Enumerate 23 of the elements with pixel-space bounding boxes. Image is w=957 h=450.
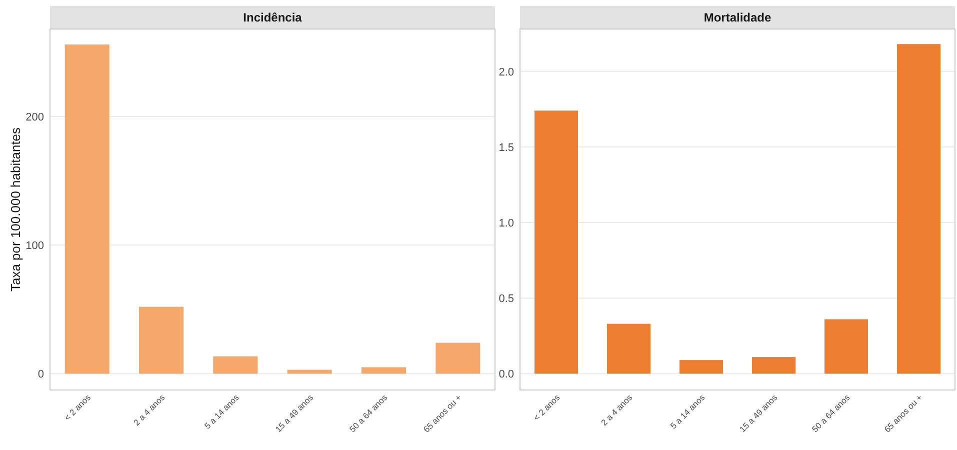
bar [64,44,110,374]
y-tick-label: 200 [26,111,44,124]
bar [362,367,406,374]
bar [680,360,723,374]
y-axis-title: Taxa por 100.000 habitantes [8,126,23,292]
y-tick-label: 1.0 [498,218,514,230]
bar [534,110,578,374]
y-tick-label: 100 [26,240,44,252]
chart-title: Mortalidade [704,10,772,24]
y-tick-label: 1.5 [498,142,514,154]
bar [287,370,332,374]
bar [139,306,184,374]
y-tick-label: 0.0 [498,368,514,381]
chart-title: Incidência [243,10,302,24]
bar [213,356,258,374]
bar [897,44,940,374]
bar [824,319,868,374]
bar [436,342,480,374]
y-tick-label: 0 [38,368,44,381]
bar [752,357,796,374]
y-tick-label: 2.0 [498,66,514,78]
y-tick-label: 0.5 [498,293,514,306]
bar [607,324,650,374]
